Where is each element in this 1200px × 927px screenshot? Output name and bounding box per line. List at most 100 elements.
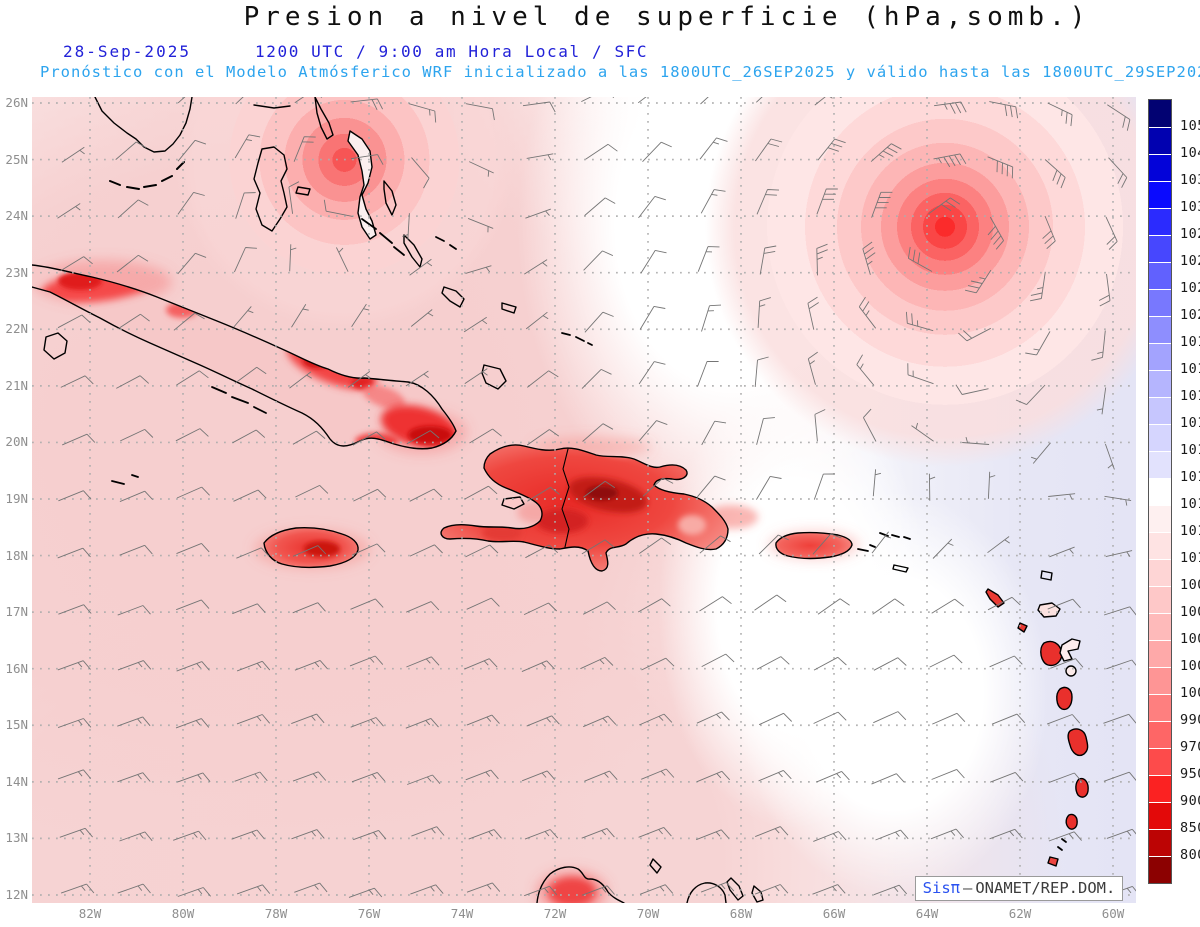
colorbar-label: 1035 — [1180, 172, 1200, 188]
colorbar-label: 990 — [1180, 712, 1200, 728]
wind-barb — [347, 371, 371, 388]
wind-barb — [1048, 493, 1076, 500]
wind-barb — [755, 138, 783, 162]
wind-barb — [463, 316, 488, 333]
wind-barb — [1048, 772, 1083, 783]
haiti-dr-border — [561, 448, 570, 548]
wind-barb — [411, 826, 445, 837]
wind-barb — [958, 327, 992, 342]
wind-barb — [236, 714, 271, 725]
wind-barb — [639, 537, 672, 554]
wind-barb — [642, 477, 674, 497]
colorbar-label: 1025 — [1180, 253, 1200, 269]
wind-barb — [177, 252, 207, 275]
lat-label: 26N — [5, 95, 28, 110]
wind-barb — [465, 265, 492, 274]
wind-barb — [582, 601, 616, 615]
wind-barb — [177, 191, 205, 215]
wind-barb — [120, 428, 154, 442]
wind-barb — [525, 208, 551, 219]
wind-barb — [701, 653, 735, 667]
wind-barb — [990, 771, 1024, 783]
wind-barb — [863, 408, 877, 442]
wind-barb — [119, 831, 153, 842]
wind-barb — [638, 361, 666, 385]
wind-barb — [1107, 104, 1131, 131]
lon-label: 70W — [636, 906, 660, 921]
colorbar-cell — [1149, 397, 1171, 424]
wind-barb — [323, 199, 353, 217]
wind-barb — [928, 197, 961, 215]
wind-barb — [875, 829, 909, 841]
turks-caicos — [561, 332, 593, 346]
wind-barb — [1106, 828, 1136, 839]
colorbar-cell — [1149, 559, 1171, 586]
wind-barb — [232, 429, 266, 444]
wind-barb — [62, 433, 96, 446]
colorbar-cell — [1149, 613, 1171, 640]
coastline-paraguana — [686, 882, 727, 903]
colorbar-label: 1028 — [1180, 226, 1200, 242]
wind-barb — [58, 490, 92, 502]
coastline-layer — [32, 97, 1089, 903]
colorbar-cell — [1149, 667, 1171, 694]
colorbar-cell — [1149, 289, 1171, 316]
colorbar-cell — [1149, 343, 1171, 370]
colorbar-label: 1018 — [1180, 361, 1200, 377]
colorbar-label: 1019 — [1180, 334, 1200, 350]
lon-label: 82W — [78, 906, 102, 921]
wind-barb — [351, 303, 370, 327]
wind-barb — [177, 772, 211, 783]
wind-barb — [235, 97, 244, 105]
lon-label: 80W — [171, 906, 195, 921]
wind-barb — [697, 246, 720, 272]
coastline-martinique — [1067, 728, 1089, 757]
lat-label: 21N — [5, 377, 28, 393]
wind-barb — [873, 657, 907, 671]
coastline-hispaniola — [440, 444, 729, 572]
lat-label: 12N — [5, 886, 28, 902]
colorbar-label: 1006 — [1180, 604, 1200, 620]
wind-barb — [295, 484, 329, 498]
coastline-guadeloupe-basse — [1040, 640, 1063, 667]
wind-barb — [522, 101, 556, 113]
wind-barb — [987, 536, 1010, 554]
san-salvador-cays — [435, 236, 457, 250]
coastline-jamaica — [263, 527, 359, 569]
colorbar-cell — [1149, 100, 1171, 127]
wind-barb — [177, 887, 211, 897]
wind-barb — [817, 138, 846, 161]
wind-barb — [932, 538, 954, 559]
wind-barb — [584, 197, 616, 216]
wind-barb — [581, 827, 615, 839]
wind-barb — [700, 881, 735, 893]
cayman-islands — [111, 474, 139, 485]
wind-barb — [411, 157, 430, 189]
lon-label: 72W — [543, 906, 567, 921]
wind-barb — [1042, 215, 1056, 250]
wind-barb — [523, 602, 558, 616]
coastline-guajira — [536, 866, 625, 903]
wind-barb — [236, 547, 270, 559]
vieques-culebra — [857, 544, 876, 552]
colorbar-cell — [1149, 775, 1171, 802]
coastline-dominica — [1056, 686, 1073, 711]
colorbar-cell — [1149, 721, 1171, 748]
colorbar-label: 1004 — [1180, 631, 1200, 647]
wind-barb — [700, 189, 726, 214]
wind-barb — [638, 195, 666, 219]
lat-label: 24N — [5, 208, 28, 224]
wind-barb — [639, 713, 673, 726]
wind-barb — [119, 490, 153, 503]
date-label: 28-Sep-2025 — [63, 42, 191, 61]
wind-barb — [638, 420, 668, 442]
wind-barb — [352, 543, 386, 556]
wind-barb — [176, 661, 210, 672]
colorbar-label: 970 — [1180, 739, 1200, 755]
wind-barb — [581, 368, 612, 389]
wind-barb — [289, 371, 312, 389]
wind-barb — [581, 97, 615, 103]
wind-barb — [464, 485, 498, 500]
wind-barb — [1050, 658, 1084, 669]
wind-barb — [350, 154, 384, 165]
